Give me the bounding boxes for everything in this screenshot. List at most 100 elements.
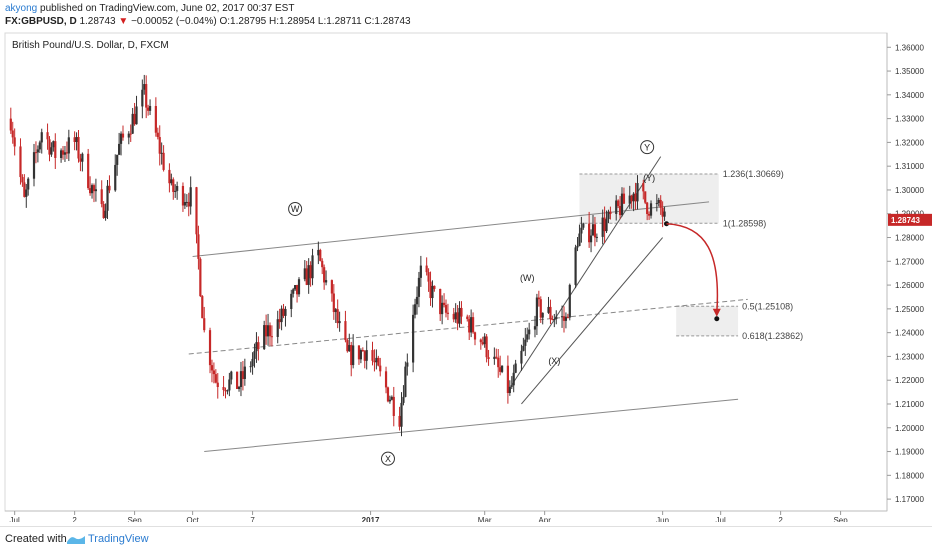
candle-body	[481, 342, 484, 345]
candle-body	[533, 326, 537, 330]
tradingview-brand[interactable]: TradingView	[88, 533, 149, 545]
fib-label: 1.236(1.30669)	[723, 169, 784, 179]
candle-body	[265, 325, 268, 337]
candle	[417, 271, 421, 308]
y-tick-label: 1.22000	[895, 376, 924, 385]
candle	[92, 183, 96, 203]
channel-line-lower	[204, 398, 739, 453]
candle-body	[121, 133, 125, 138]
candle	[634, 182, 637, 210]
last-price: 1.28743	[79, 16, 116, 27]
candle	[284, 306, 287, 327]
price-chart[interactable]: British Pound/U.S. Dollar, D, FXCM W X Y (W…	[0, 30, 932, 525]
candle	[36, 145, 39, 163]
x-tick-label: 2	[778, 516, 783, 522]
candle-body	[605, 219, 608, 232]
author-link[interactable]: akyong	[5, 3, 38, 14]
candle-body	[471, 317, 475, 333]
candle	[406, 353, 409, 376]
candle-body	[303, 268, 306, 280]
candle-body	[553, 319, 556, 321]
candle-body	[40, 132, 43, 143]
fib-label: 1(1.28598)	[723, 218, 767, 228]
candle	[497, 349, 500, 378]
candle-body	[539, 299, 542, 318]
candle	[646, 201, 649, 221]
candle-body	[578, 233, 581, 247]
candle-body	[311, 255, 314, 279]
candle-body	[9, 118, 12, 131]
candle	[444, 299, 448, 318]
candle	[77, 130, 80, 163]
candle-body	[495, 356, 498, 358]
candle-body	[23, 182, 26, 197]
candle-body	[412, 314, 415, 363]
wave-label: Y	[644, 142, 650, 152]
candle-body	[452, 313, 455, 320]
candle	[377, 355, 380, 367]
candle-body	[46, 132, 49, 140]
candle	[609, 206, 612, 220]
candle-body	[321, 260, 324, 268]
candle	[303, 260, 306, 282]
x-tick-label: Oct	[186, 516, 199, 522]
candle	[564, 312, 568, 329]
candle	[363, 350, 366, 369]
candle	[278, 308, 281, 329]
candle-body	[512, 372, 515, 386]
candle-body	[237, 387, 241, 389]
candle	[582, 222, 585, 230]
candle-body	[636, 183, 639, 202]
candle-body	[632, 193, 635, 202]
candle-body	[19, 146, 22, 178]
candle-body	[458, 307, 461, 324]
candle	[595, 233, 598, 243]
candle-body	[228, 379, 231, 391]
candle	[560, 305, 564, 328]
candle-body	[646, 202, 649, 214]
candle-body	[618, 206, 622, 216]
candle	[253, 343, 256, 368]
candle-body	[470, 317, 473, 333]
candle-body	[309, 265, 312, 279]
candle-body	[226, 390, 229, 392]
candle	[135, 95, 138, 125]
candle-body	[305, 268, 308, 285]
candle-body	[589, 235, 593, 243]
candle-body	[442, 302, 446, 305]
candle	[429, 271, 432, 306]
candle-body	[415, 296, 419, 305]
candle	[141, 79, 144, 119]
created-with-label: Created with	[5, 533, 67, 545]
candle-body	[473, 332, 477, 340]
candle	[336, 299, 339, 329]
candle-body	[119, 133, 123, 144]
candle	[114, 154, 117, 192]
candle	[588, 211, 591, 248]
candle-body	[135, 106, 138, 125]
candle-body	[456, 312, 459, 324]
candle-body	[54, 141, 57, 158]
candle	[276, 310, 279, 344]
candle	[344, 310, 347, 343]
candle-body	[294, 285, 297, 290]
y-tick-label: 1.36000	[895, 43, 924, 52]
candle-body	[361, 350, 364, 352]
candle	[386, 386, 390, 403]
candle-body	[133, 113, 136, 125]
chart-area[interactable]: British Pound/U.S. Dollar, D, FXCM W X Y (W…	[0, 30, 932, 525]
candle-body	[278, 319, 281, 323]
candle-body	[634, 193, 637, 202]
candle-body	[203, 318, 206, 331]
candle	[79, 153, 82, 172]
candle	[297, 277, 301, 297]
candle-body	[493, 356, 496, 359]
candle	[239, 361, 243, 397]
candle	[659, 195, 662, 215]
candle-body	[336, 309, 339, 324]
candle	[456, 305, 459, 331]
candle	[514, 359, 517, 374]
candle-body	[249, 366, 252, 368]
candle-body	[441, 302, 444, 315]
candle	[361, 347, 364, 352]
